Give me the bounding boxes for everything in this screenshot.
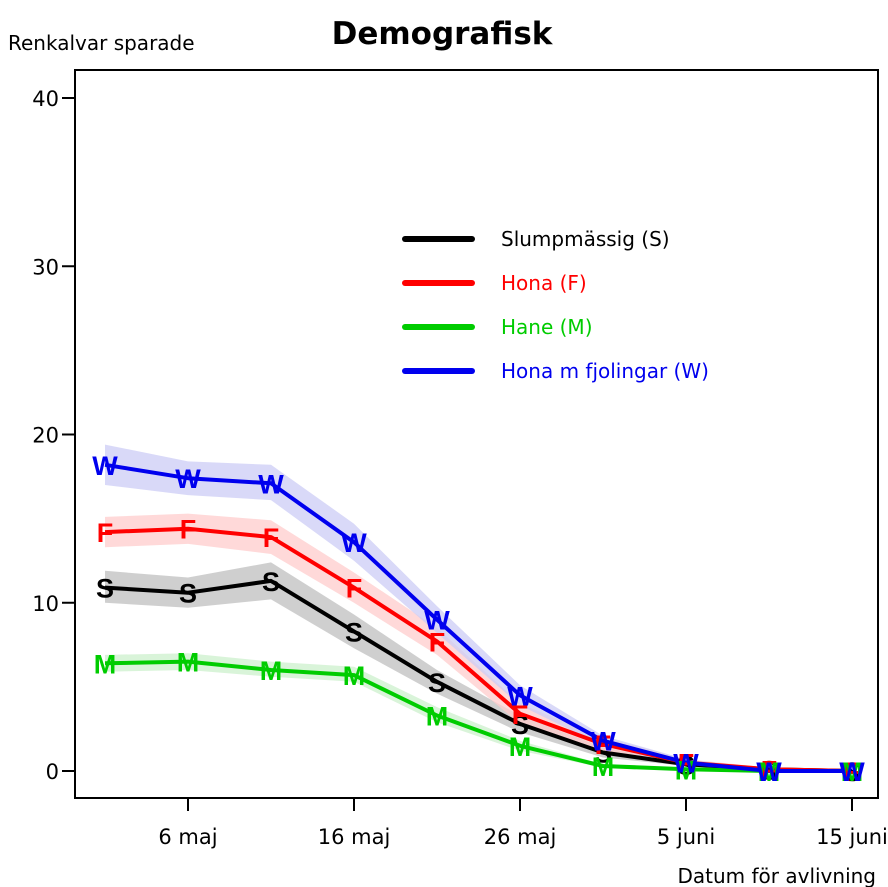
marker-M: M [343,661,366,691]
marker-F: F [97,518,114,548]
series-line-M [104,659,852,773]
marker-W: W [839,757,865,787]
y-tick-label: 30 [32,255,59,279]
x-tick-label: 16 maj [318,825,391,849]
marker-M: M [426,701,449,731]
marker-M: M [592,752,615,782]
marker-W: W [756,757,782,787]
x-tick-label: 26 maj [484,825,557,849]
y-tick-label: 10 [32,592,59,616]
marker-M: M [94,649,117,679]
y-tick-label: 40 [32,87,59,111]
x-axis-label: Datum för avlivning [677,864,876,887]
confidence-bands [105,444,852,771]
band-W [105,444,852,771]
marker-F: F [761,755,778,785]
marker-F: F [180,515,197,545]
marker-M: M [675,755,698,785]
x-tick-label: 6 maj [158,825,217,849]
marker-M: M [177,648,200,678]
plot-frame [74,69,879,799]
marker-S: S [843,757,861,787]
marker-W: W [590,727,616,757]
marker-F: F [844,757,861,787]
marker-F: F [429,627,446,657]
marker-S: S [428,668,446,698]
marker-F: F [346,574,363,604]
legend-label-M: Hane (M) [501,315,593,339]
y-axis-label: Renkalvar sparade [8,31,195,55]
marker-W: W [341,528,367,558]
band-S [105,562,852,771]
chart-title: Demografisk [332,16,554,52]
marker-M: M [260,656,283,686]
marker-W: W [258,469,284,499]
marker-F: F [678,749,695,779]
marker-F: F [595,730,612,760]
legend: Slumpmässig (S) Hona (F) Hane (M) Hona m fj… [402,227,709,383]
marker-W: W [92,451,118,481]
legend-label-F: Hona (F) [501,271,587,295]
marker-S: S [511,710,529,740]
y-tick-label: 20 [32,424,59,448]
marker-W: W [507,681,533,711]
series-line-W [104,462,852,773]
marker-S: S [760,755,778,785]
marker-S: S [96,574,114,604]
marker-S: S [179,579,197,609]
y-tick-label: 0 [46,760,59,784]
marker-S: S [594,738,612,768]
marker-M: M [841,757,864,787]
x-axis: 6 maj 16 maj 26 maj 5 juni 15 juni [158,798,888,849]
marker-F: F [512,700,529,730]
band-F [105,513,852,771]
marker-S: S [262,567,280,597]
marker-S: S [345,617,363,647]
marker-W: W [175,464,201,494]
marker-W: W [424,606,450,636]
marker-M: M [509,732,532,762]
band-M [105,653,852,771]
legend-label-S: Slumpmässig (S) [501,227,670,251]
series-lines [104,462,853,773]
marker-W: W [673,749,699,779]
x-tick-label: 5 juni [657,825,715,849]
legend-label-W: Hona m fjolingar (W) [501,359,709,383]
marker-S: S [677,750,695,780]
y-axis: 0 10 20 30 40 [32,87,75,784]
marker-F: F [263,523,280,553]
marker-M: M [758,757,781,787]
x-tick-label: 15 juni [816,825,888,849]
